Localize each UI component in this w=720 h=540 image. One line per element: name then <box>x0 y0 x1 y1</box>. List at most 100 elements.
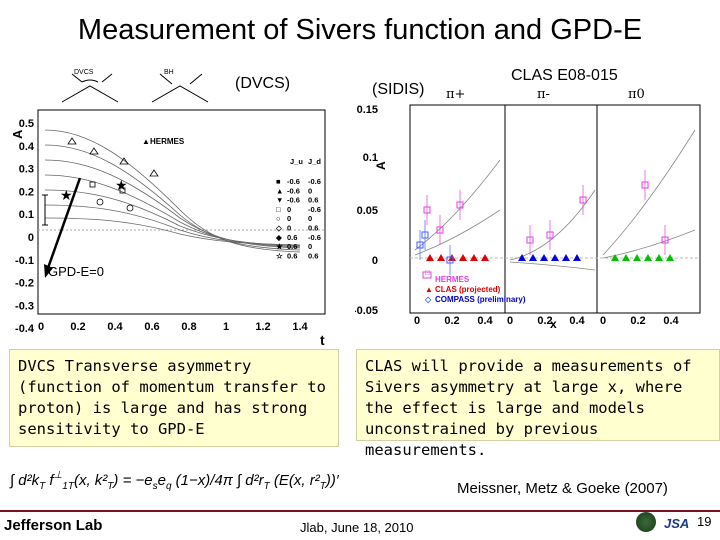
left-y-tick: -0.4 <box>15 323 35 335</box>
right-ylabel: A <box>374 161 388 170</box>
legend-jd-value: 0.6 <box>308 251 318 260</box>
right-y-tick: 0.15 <box>357 104 378 116</box>
legend-jd-value: 0.6 <box>308 196 318 205</box>
right-y-tick: 0.05 <box>357 205 378 217</box>
right-x-tick: 0 <box>414 315 420 327</box>
clas-projected-point <box>470 254 478 261</box>
legend-marker: ☆ <box>276 251 284 260</box>
left-x-tick: 1.2 <box>255 321 270 333</box>
slide-title: Measurement of Sivers function and GPD-E <box>77 14 643 46</box>
clas-projected-point <box>644 254 652 261</box>
doe-seal-icon <box>636 512 656 532</box>
page-number: 19 <box>697 514 712 529</box>
legend-clas: CLAS (projected) <box>435 285 501 294</box>
clas-projected-point <box>551 254 559 261</box>
legend-marker: ▼ <box>276 196 283 205</box>
left-y-tick: -0.2 <box>15 278 34 290</box>
left-y-tick: -0.1 <box>15 255 34 267</box>
pi-zero-label: π0 <box>628 87 645 102</box>
right-x-tick: 0.2 <box>537 315 552 327</box>
dvcs-description-box: DVCS Transverse asymmetry (function of m… <box>9 349 339 447</box>
left-y-tick: 0.3 <box>19 164 34 176</box>
legend-hermes-mark: □ <box>425 268 430 277</box>
right-x-tick: 0.2 <box>630 315 645 327</box>
clas-projected-point <box>437 254 445 261</box>
sivers-description-box: CLAS will provide a measurements of Sive… <box>356 349 720 459</box>
legend-ju-value: -0.6 <box>287 186 300 195</box>
legend-ju-value: 0 <box>287 224 291 233</box>
left-y-tick: 0.5 <box>19 118 34 130</box>
legend-jd-value: -0.6 <box>308 205 321 214</box>
legend-jd-value: 0 <box>308 214 312 223</box>
clas-projected-point <box>459 254 467 261</box>
left-y-tick: 0.2 <box>19 186 34 198</box>
legend-ju-value: 0 <box>287 214 291 223</box>
dvcs-label: (DVCS) <box>235 75 291 92</box>
clas-projected-point <box>655 254 663 261</box>
left-x-tick: 0.2 <box>70 321 85 333</box>
clas-projected-point <box>540 254 548 261</box>
legend-ju-value: -0.6 <box>287 196 300 205</box>
legend-head-ju: J_u <box>290 157 303 166</box>
left-x-tick: 0 <box>38 321 44 333</box>
legend-ju-value: 0.6 <box>287 233 297 242</box>
clas-projected-point <box>622 254 630 261</box>
left-y-tick: -0.3 <box>15 300 34 312</box>
clas-projected-point <box>481 254 489 261</box>
right-x-tick: 0.2 <box>444 315 459 327</box>
jefferson-lab-logo: Jefferson Lab <box>4 517 103 534</box>
citation: Meissner, Metz & Goeke (2007) <box>457 480 668 497</box>
svg-text:◇: ◇ <box>424 295 432 304</box>
clas-projected-point <box>518 254 526 261</box>
right-x-tick: 0 <box>600 315 606 327</box>
sidis-asymmetry-plot: A 0.15 0.1 0.05 0 -0.05 0 0.2 0.4 0 0.2 0.4 0 0.2 0.… <box>355 104 701 330</box>
right-y-tick: -0.05 <box>355 305 378 317</box>
legend-ju-value: -0.6 <box>287 177 300 186</box>
legend-jd-value: 0.6 <box>308 224 318 233</box>
legend-ju-value: 0.6 <box>287 251 297 260</box>
left-x-tick: 0.6 <box>144 321 159 333</box>
clas-projected-point <box>611 254 619 261</box>
feynman-diagrams-image: DVCS BH <box>61 69 209 103</box>
clas-projected-point <box>573 254 581 261</box>
right-x-tick: 0.4 <box>569 315 585 327</box>
jsa-logo: JSA <box>664 516 690 531</box>
left-x-tick: 1.4 <box>292 321 308 333</box>
legend-jd-value: -0.6 <box>308 233 321 242</box>
legend-hermes: HERMES <box>435 275 470 284</box>
right-y-tick: 0 <box>372 255 378 267</box>
legend-marker: ★ <box>276 242 284 251</box>
clas-projected-point <box>529 254 537 261</box>
legend-compass: COMPASS (preliminary) <box>435 295 526 304</box>
right-xlabel: x <box>550 317 557 330</box>
gpd-e0-label: GPD-E=0 <box>48 264 104 279</box>
legend-jd-value: -0.6 <box>308 177 321 186</box>
left-y-tick: 0.4 <box>19 141 35 153</box>
legend-marker: □ <box>276 205 281 214</box>
svg-text:★: ★ <box>60 187 73 203</box>
right-y-tick: 0.1 <box>363 152 378 164</box>
right-x-tick: 0.4 <box>663 315 679 327</box>
footer-date: Jlab, June 18, 2010 <box>300 520 414 535</box>
left-xlabel: t <box>320 332 325 348</box>
left-y-tick: 0.1 <box>19 209 34 221</box>
clas-label: CLAS E08-015 <box>511 67 618 84</box>
left-ylabel: A <box>10 129 25 139</box>
legend-marker: ▲ <box>276 186 283 195</box>
left-y-tick: 0 <box>28 232 34 244</box>
clas-projected-point <box>562 254 570 261</box>
legend-marker: ◇ <box>275 224 283 233</box>
footer-divider <box>0 510 720 512</box>
svg-text:★: ★ <box>115 177 128 193</box>
legend-marker: ◆ <box>275 233 283 242</box>
legend-ju-value: 0.6 <box>287 242 297 251</box>
svg-text:▲: ▲ <box>425 285 433 294</box>
clas-projected-point <box>666 254 674 261</box>
legend-jd-value: 0 <box>308 186 312 195</box>
sidis-label: (SIDIS) <box>372 81 425 98</box>
sivers-gpd-formula: ∫ d²kT f⊥1T(x, k²T) = −eseq (1−x)/4π ∫ d… <box>9 470 340 492</box>
pi-plus-label: π+ <box>446 87 466 102</box>
legend-head-jd: J_d <box>308 157 321 166</box>
left-x-tick: 0.4 <box>107 321 123 333</box>
hermes-legend-left: HERMES <box>150 137 185 146</box>
